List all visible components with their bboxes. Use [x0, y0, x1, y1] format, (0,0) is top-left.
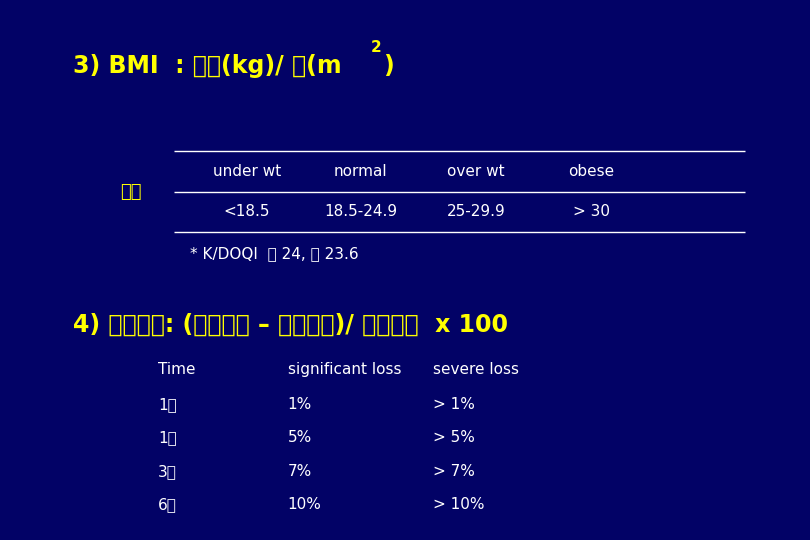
Text: Time: Time	[158, 362, 195, 377]
Text: > 30: > 30	[573, 205, 610, 219]
Text: 4) 체중변화: (이전체중 – 현재체중)/ 이전체중  x 100: 4) 체중변화: (이전체중 – 현재체중)/ 이전체중 x 100	[73, 313, 508, 337]
Text: under wt: under wt	[213, 164, 281, 179]
Text: significant loss: significant loss	[288, 362, 401, 377]
Text: 18.5-24.9: 18.5-24.9	[324, 205, 397, 219]
Text: severe loss: severe loss	[433, 362, 519, 377]
Text: 1주: 1주	[158, 397, 177, 412]
Text: 5%: 5%	[288, 430, 312, 445]
Text: 평가: 평가	[120, 183, 142, 201]
Text: obese: obese	[569, 164, 614, 179]
Text: * K/DOQI  남 24, 여 23.6: * K/DOQI 남 24, 여 23.6	[190, 246, 359, 261]
Text: 3) BMI  : 체중(kg)/ 키(m: 3) BMI : 체중(kg)/ 키(m	[73, 54, 342, 78]
Text: ): )	[383, 54, 394, 78]
Text: > 7%: > 7%	[433, 464, 475, 479]
Text: > 5%: > 5%	[433, 430, 475, 445]
Text: over wt: over wt	[447, 164, 505, 179]
Text: 6달: 6달	[158, 497, 177, 512]
Text: > 1%: > 1%	[433, 397, 475, 412]
Text: 3달: 3달	[158, 464, 177, 479]
Text: 10%: 10%	[288, 497, 322, 512]
Text: 25-29.9: 25-29.9	[447, 205, 505, 219]
Text: <18.5: <18.5	[224, 205, 271, 219]
Text: 2: 2	[371, 40, 382, 56]
Text: 1%: 1%	[288, 397, 312, 412]
Text: normal: normal	[334, 164, 387, 179]
Text: 7%: 7%	[288, 464, 312, 479]
Text: > 10%: > 10%	[433, 497, 485, 512]
Text: 1달: 1달	[158, 430, 177, 445]
